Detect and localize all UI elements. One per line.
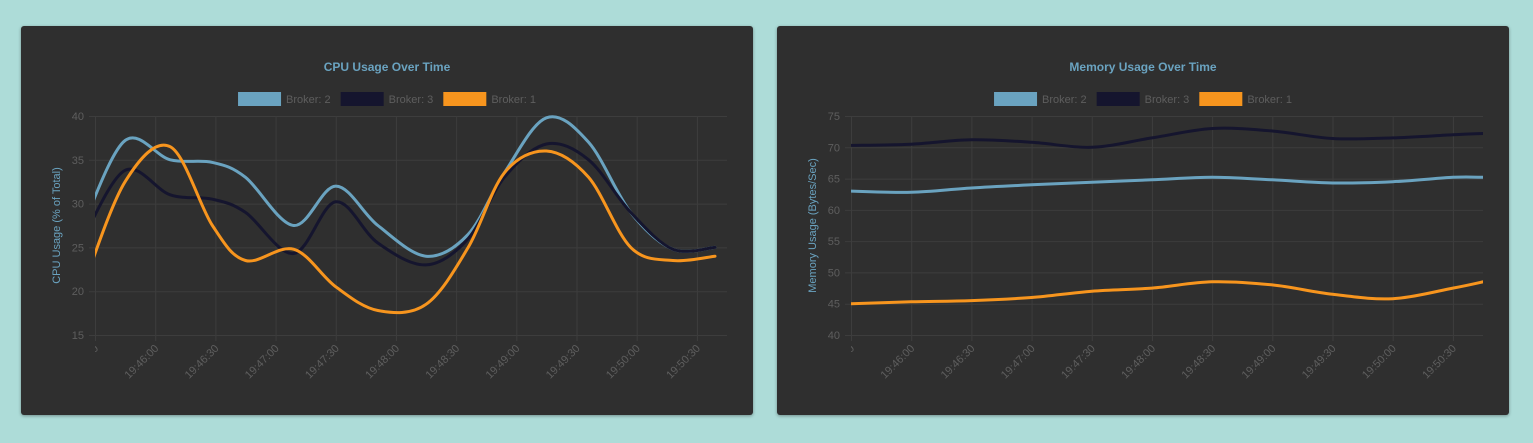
legend-swatch <box>1096 92 1140 106</box>
x-tick-labels: 19:45:30 19:46:00 19:46:30 19:47:00 19:47:30… <box>62 343 703 382</box>
y-tick-label: 30 <box>72 199 84 211</box>
x-tick-label: 19:48:00 <box>363 343 402 382</box>
chart-title: CPU Usage Over Time <box>324 60 451 74</box>
x-tick-label: 19:49:00 <box>1240 343 1279 382</box>
y-axis-title: CPU Usage (% of Total) <box>51 167 63 284</box>
legend-label: Broker: 2 <box>286 94 331 106</box>
y-tick-label: 70 <box>828 142 840 154</box>
y-tick-label: 60 <box>828 205 840 217</box>
legend-label: Broker: 3 <box>389 94 434 106</box>
y-tick-label: 40 <box>828 330 840 342</box>
legend-label: Broker: 1 <box>491 94 536 106</box>
x-tick-label: 19:48:30 <box>423 343 462 382</box>
memory-chart-panel: Memory Usage Over Time Broker: 2 Broker: 3… <box>777 26 1509 415</box>
x-tick-label: 19:48:30 <box>1179 343 1218 382</box>
x-tick-label: 19:50:00 <box>1360 343 1399 382</box>
legend: Broker: 2 Broker: 3 Broker: 1 <box>994 92 1292 106</box>
legend-label: Broker: 1 <box>1247 94 1292 106</box>
x-tick-label: 19:46:00 <box>879 343 918 382</box>
legend-item: Broker: 3 <box>1096 92 1190 106</box>
grid <box>89 116 727 341</box>
legend-label: Broker: 2 <box>1042 94 1087 106</box>
chart-title: Memory Usage Over Time <box>1069 60 1217 74</box>
legend-swatch <box>238 92 282 106</box>
x-tick-label: 19:49:00 <box>484 343 523 382</box>
y-tick-label: 50 <box>828 267 840 279</box>
series-lines <box>95 115 717 315</box>
y-axis-title: Memory Usage (Bytes/Sec) <box>807 158 819 292</box>
series-line <box>95 143 717 315</box>
x-tick-label: 19:48:00 <box>1119 343 1158 382</box>
y-tick-label: 55 <box>828 236 840 248</box>
x-tick-label: 19:47:30 <box>303 343 342 382</box>
series-line <box>851 126 1483 149</box>
y-tick-label: 25 <box>72 242 84 254</box>
x-tick-label: 19:46:30 <box>939 343 978 382</box>
memory-chart: Memory Usage Over Time Broker: 2 Broker: 3… <box>807 60 1483 382</box>
x-tick-label: 19:50:30 <box>664 343 703 382</box>
legend-item: Broker: 2 <box>994 92 1087 106</box>
legend-swatch <box>443 92 487 106</box>
x-tick-label: 19:47:00 <box>999 343 1038 382</box>
series-line <box>851 175 1483 194</box>
legend: Broker: 2 Broker: 3 Broker: 1 <box>238 92 536 106</box>
series-lines <box>851 126 1483 306</box>
y-tick-label: 20 <box>72 286 84 298</box>
x-tick-label: 19:46:00 <box>123 343 162 382</box>
legend-swatch <box>1199 92 1243 106</box>
series-line <box>851 280 1483 306</box>
x-tick-labels: 19:45:30 19:46:00 19:46:30 19:47:00 19:47:30… <box>818 343 1459 382</box>
y-tick-label: 15 <box>72 330 84 342</box>
x-tick-label: 19:45:30 <box>62 343 101 382</box>
y-tick-label: 35 <box>72 155 84 167</box>
x-tick-label: 19:49:30 <box>1300 343 1339 382</box>
legend-item: Broker: 2 <box>238 92 331 106</box>
grid <box>845 116 1483 341</box>
series-line <box>95 141 717 267</box>
legend-item: Broker: 1 <box>1199 92 1292 106</box>
legend-swatch <box>994 92 1038 106</box>
x-tick-label: 19:47:30 <box>1059 343 1098 382</box>
cpu-chart-panel: CPU Usage Over Time Broker: 2 Broker: 3 Bro… <box>21 26 753 415</box>
y-tick-label: 40 <box>72 111 84 123</box>
x-tick-label: 19:47:00 <box>243 343 282 382</box>
legend-swatch <box>340 92 384 106</box>
y-tick-label: 65 <box>828 174 840 186</box>
y-tick-label: 75 <box>828 111 840 123</box>
x-tick-label: 19:45:30 <box>818 343 857 382</box>
legend-label: Broker: 3 <box>1145 94 1190 106</box>
y-tick-label: 45 <box>828 299 840 311</box>
legend-item: Broker: 1 <box>443 92 536 106</box>
x-tick-label: 19:50:00 <box>604 343 643 382</box>
legend-item: Broker: 3 <box>340 92 434 106</box>
x-tick-label: 19:50:30 <box>1420 343 1459 382</box>
x-tick-label: 19:49:30 <box>544 343 583 382</box>
x-tick-label: 19:46:30 <box>183 343 222 382</box>
